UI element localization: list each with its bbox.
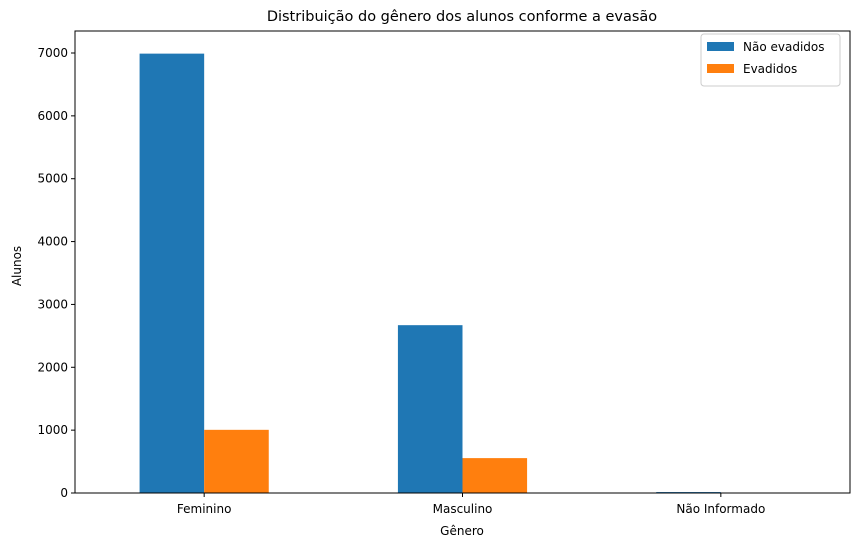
x-tick-label: Masculino — [433, 502, 493, 516]
y-tick-label: 3000 — [37, 297, 68, 311]
y-tick-label: 4000 — [37, 235, 68, 249]
x-tick-label: Feminino — [177, 502, 232, 516]
y-tick-label: 1000 — [37, 423, 68, 437]
legend: Não evadidos Evadidos — [700, 33, 841, 87]
y-axis-label: Alunos — [10, 246, 24, 286]
y-tick-label: 2000 — [37, 360, 68, 374]
bar-evadidos-1 — [462, 458, 528, 493]
bar-nao-evadidos-0 — [139, 53, 205, 493]
bar-evadidos-0 — [204, 429, 269, 493]
legend-frame — [700, 33, 841, 87]
legend-label: Evadidos — [743, 62, 797, 76]
y-tick-label: 5000 — [37, 172, 68, 186]
x-axis-label: Gênero — [440, 524, 484, 538]
chart-title: Distribuição do gênero dos alunos confor… — [267, 9, 657, 25]
legend-swatch — [707, 42, 734, 51]
plot-area: 0 1000 2000 3000 4000 5000 6000 7000 Feminino Mas… — [37, 30, 851, 516]
y-tick-label: 0 — [60, 486, 68, 500]
bar-nao-evadidos-1 — [397, 325, 463, 493]
y-tick-label: 7000 — [37, 46, 68, 60]
y-tick-label: 6000 — [37, 109, 68, 123]
legend-swatch — [707, 64, 734, 73]
x-tick-label: Não Informado — [676, 502, 765, 516]
legend-label: Não evadidos — [743, 40, 825, 54]
